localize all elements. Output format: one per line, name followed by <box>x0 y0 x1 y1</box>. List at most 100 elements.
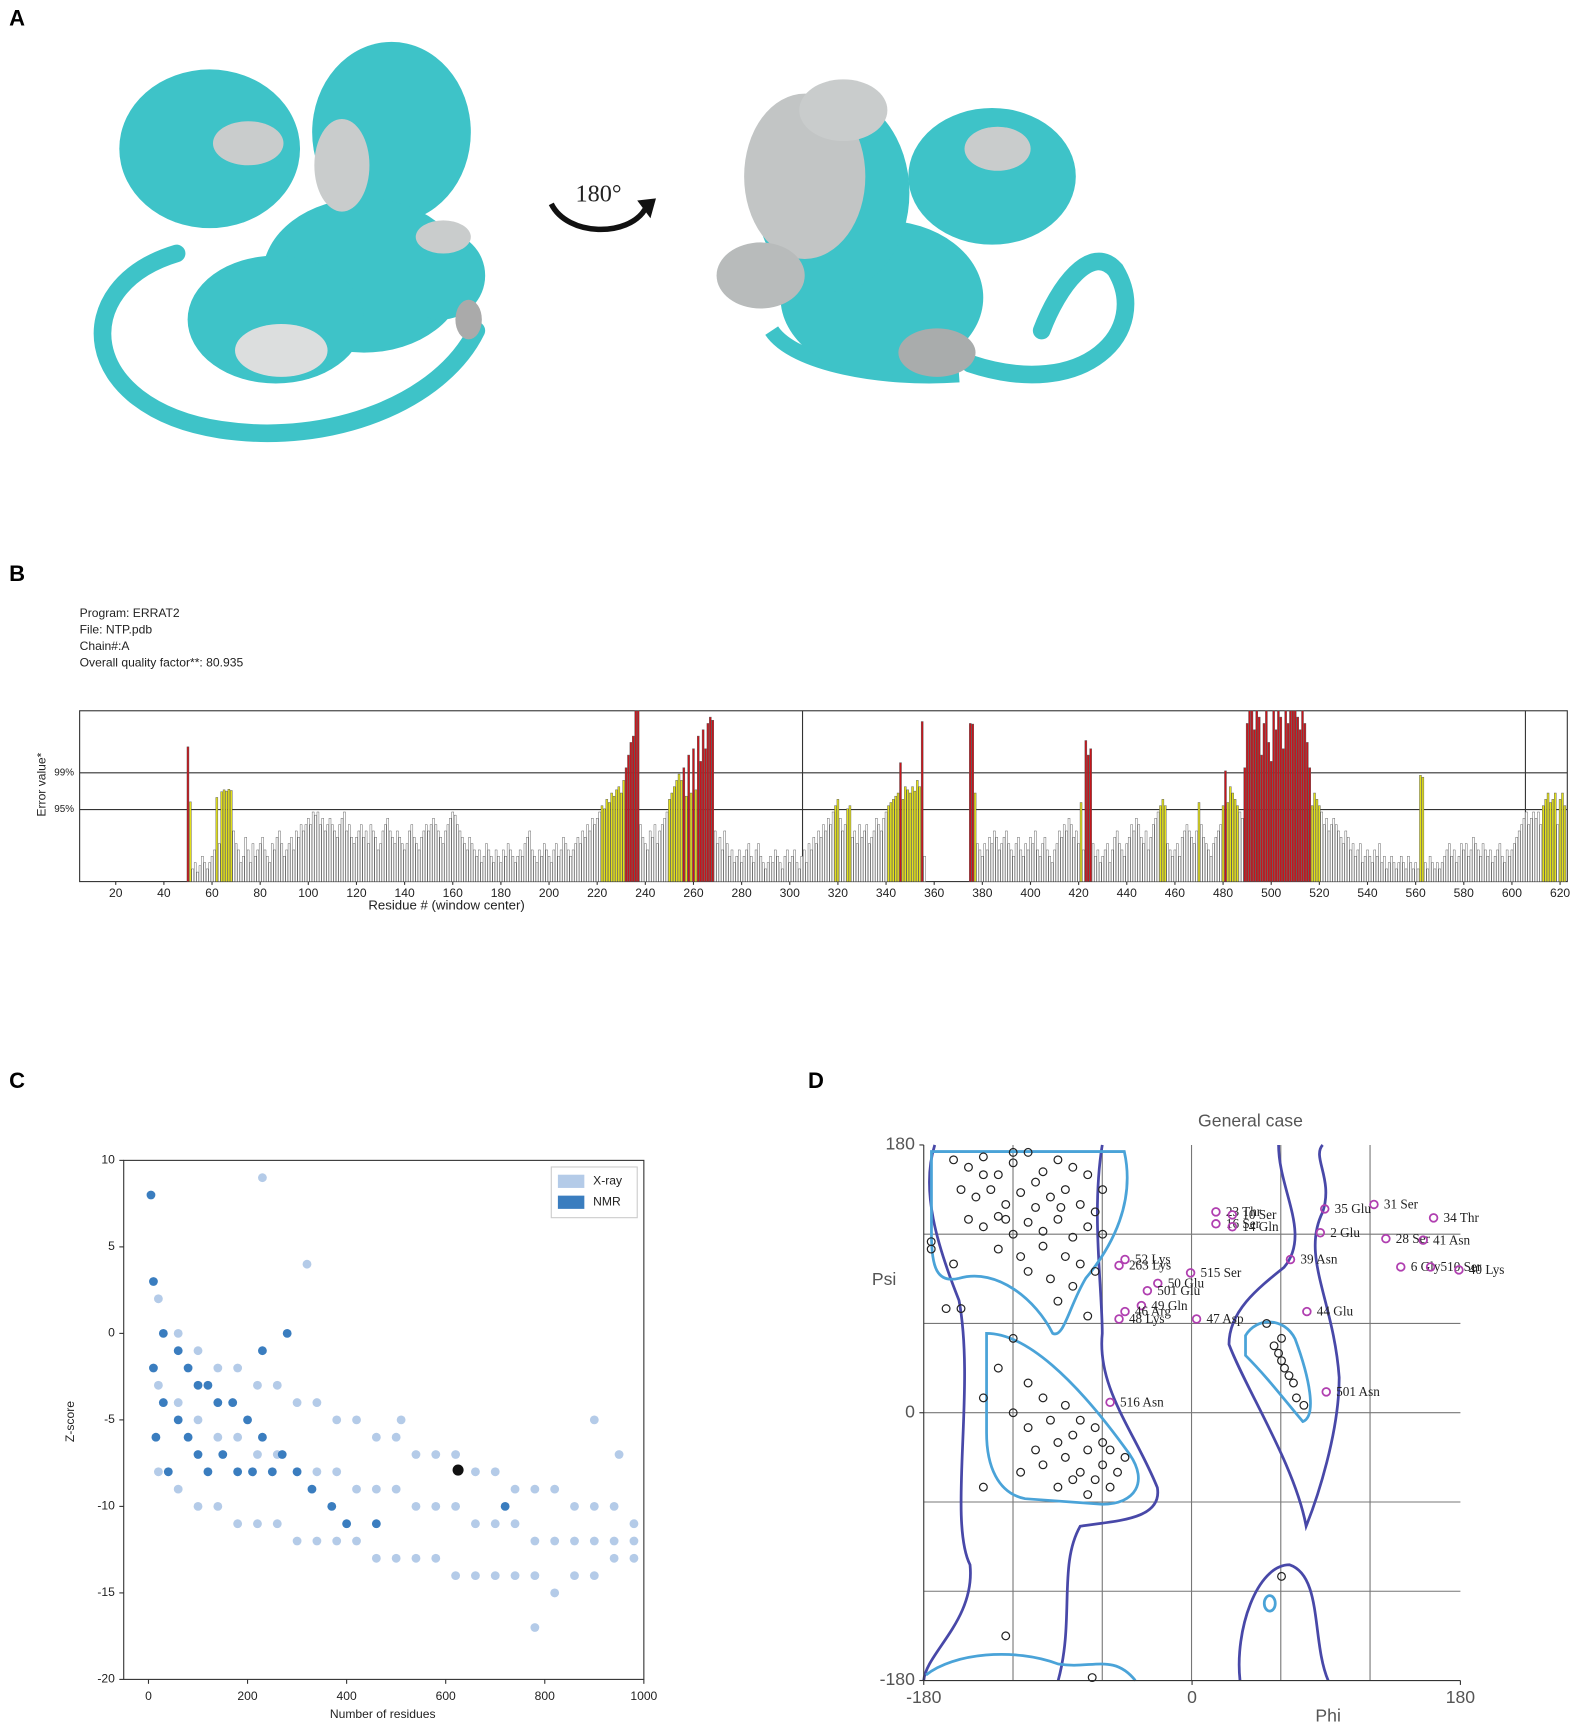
bar <box>682 767 686 882</box>
bar <box>453 814 457 882</box>
point <box>1428 1213 1439 1223</box>
bar <box>1373 849 1376 882</box>
bar <box>1272 710 1275 882</box>
bar <box>1412 868 1415 882</box>
bar <box>1513 843 1516 882</box>
bar <box>906 789 909 882</box>
bar <box>1214 837 1218 882</box>
bar <box>1395 868 1398 882</box>
point <box>312 1536 322 1546</box>
bar <box>1026 849 1030 882</box>
bar <box>333 830 337 882</box>
point <box>510 1519 520 1529</box>
point <box>149 1363 158 1373</box>
bar <box>1525 811 1528 882</box>
bar <box>598 811 601 882</box>
bar <box>470 843 474 882</box>
bar <box>268 862 272 882</box>
bar <box>612 795 616 882</box>
header-line: File: NTP.pdb <box>80 623 153 637</box>
bar <box>340 818 344 882</box>
bar <box>969 723 972 882</box>
point <box>570 1571 579 1581</box>
bar <box>203 862 207 882</box>
bar <box>523 843 527 882</box>
header-line: Program: ERRAT2 <box>80 606 180 620</box>
bar <box>764 868 767 882</box>
bar <box>530 849 534 882</box>
bar <box>1127 837 1131 882</box>
bar <box>1195 830 1198 882</box>
bar <box>1404 868 1408 882</box>
bar <box>1173 849 1177 882</box>
bar <box>605 799 609 882</box>
point <box>431 1553 441 1563</box>
bar <box>795 862 799 882</box>
point <box>978 1393 988 1403</box>
bar <box>290 837 293 882</box>
bar <box>971 723 974 882</box>
point <box>530 1536 540 1546</box>
bar <box>648 830 652 882</box>
point <box>530 1623 540 1632</box>
bar <box>610 792 613 882</box>
bar <box>410 824 414 882</box>
bar <box>1462 849 1466 882</box>
bar <box>865 824 869 882</box>
bar <box>533 856 536 882</box>
bar <box>1351 843 1355 882</box>
point <box>964 1214 973 1224</box>
point <box>1023 1378 1033 1388</box>
x-tick-label: 0 <box>145 1689 152 1703</box>
bar <box>1481 843 1485 882</box>
bar <box>239 862 243 882</box>
bar <box>1274 729 1278 882</box>
bar <box>747 843 751 882</box>
point <box>1056 1202 1066 1212</box>
y-tick-label: 99% <box>54 767 74 778</box>
bar <box>439 837 442 882</box>
point-label: 46 Arg <box>1135 1304 1172 1319</box>
bar <box>822 824 825 882</box>
point-label: 10 Ser <box>1242 1207 1277 1222</box>
point <box>391 1553 401 1563</box>
bar <box>405 843 409 882</box>
x-tick-label: 200 <box>237 1689 257 1703</box>
x-tick-label: 340 <box>876 886 896 900</box>
point <box>1060 1185 1070 1195</box>
point <box>609 1501 619 1511</box>
bar <box>425 824 428 882</box>
bar <box>685 795 688 882</box>
bar <box>757 843 760 882</box>
bar <box>603 808 606 882</box>
bar <box>875 818 878 882</box>
bar <box>246 849 250 882</box>
point <box>1038 1167 1048 1177</box>
point <box>233 1467 243 1477</box>
bar <box>1356 849 1360 882</box>
y-axis-label: Psi <box>872 1269 896 1289</box>
bar <box>735 856 739 882</box>
point-label: 16 Ser <box>1226 1216 1261 1231</box>
bar <box>278 830 281 882</box>
bar <box>853 830 856 882</box>
bar <box>1180 837 1184 882</box>
bar <box>369 824 373 882</box>
point-label: 39 Asn <box>1300 1252 1337 1267</box>
point <box>1016 1188 1026 1198</box>
point <box>1083 1445 1093 1455</box>
bar <box>461 837 464 882</box>
bar <box>538 849 541 882</box>
bar <box>1024 843 1027 882</box>
bar <box>997 849 1001 882</box>
bar <box>348 824 351 882</box>
bar <box>581 830 584 882</box>
bar <box>1017 837 1020 882</box>
bar <box>1161 799 1165 882</box>
bar <box>1262 723 1266 882</box>
bar <box>196 871 199 882</box>
point <box>510 1484 520 1494</box>
point <box>451 1571 461 1581</box>
bar <box>1349 849 1352 882</box>
bar <box>1255 710 1258 882</box>
